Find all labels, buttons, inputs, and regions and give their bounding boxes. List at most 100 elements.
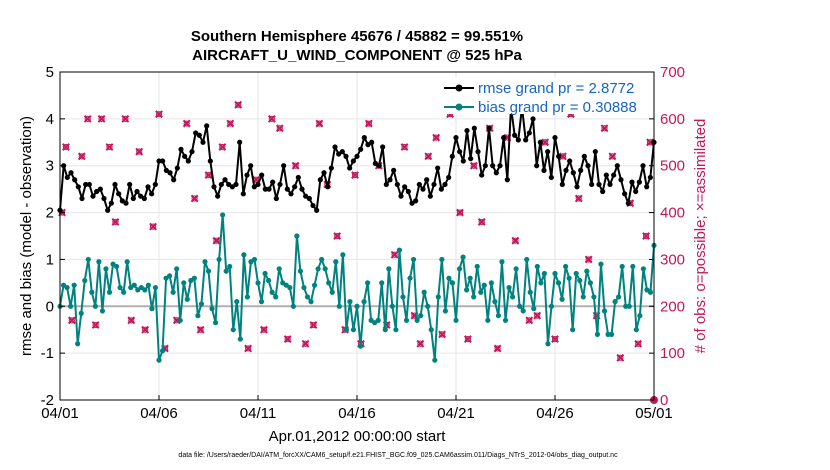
bias-point [347, 299, 353, 305]
legend-bias-marker [455, 103, 463, 111]
rmse-point [123, 200, 129, 206]
obs-assimilated-stroke [196, 325, 205, 334]
rmse-point [152, 181, 158, 188]
bias-point [287, 284, 293, 291]
obs-possible-marker [122, 115, 129, 122]
obs-assimilated-marker [646, 138, 654, 147]
bias-point [216, 256, 222, 263]
bias-point [177, 317, 183, 323]
obs-assimilated-marker [212, 236, 221, 245]
bias-point [326, 280, 332, 286]
obs-assimilated-marker [584, 255, 593, 264]
rmse-point [273, 195, 279, 202]
obs-assimilated-stroke [438, 330, 447, 339]
rmse-point [471, 125, 477, 131]
rmse-point [325, 184, 331, 190]
rmse-point [585, 163, 591, 169]
bias-point [103, 266, 109, 272]
bias-point [212, 320, 219, 326]
obs-assimilated-marker [105, 143, 114, 151]
bias-point [460, 254, 466, 260]
obs-assimilated-stroke [559, 152, 567, 161]
obs-assimilated-marker [190, 194, 199, 203]
rmse-point [504, 177, 510, 183]
rmse-point [592, 149, 598, 155]
rmse-point [259, 172, 265, 178]
obs-assimilated-stroke [600, 124, 609, 133]
rmse-point [618, 177, 624, 183]
obs-assimilated-stroke [260, 325, 268, 334]
obs-possible-marker [155, 111, 163, 118]
obs-possible-marker [128, 317, 135, 324]
obs-possible-marker [425, 153, 432, 160]
obs-possible-marker [391, 251, 398, 258]
rmse-point [468, 156, 474, 162]
legend: rmse grand pr = 2.8772 bias grand pr = 0… [440, 78, 650, 116]
obs-assimilated-marker [559, 152, 567, 161]
bias-point [552, 270, 558, 277]
obs-assimilated-marker [416, 339, 425, 348]
bias-point [513, 266, 519, 272]
rmse-point [501, 135, 507, 141]
bias-point [68, 303, 74, 309]
obs-assimilated-marker [533, 311, 542, 320]
obs-assimilated-marker [541, 138, 550, 147]
rmse-point [204, 123, 210, 129]
rmse-point [347, 165, 353, 171]
obs-assimilated-stroke [83, 114, 92, 123]
obs-assimilated-stroke [291, 161, 300, 170]
bias-point [262, 270, 268, 277]
data-file-footer: data file: /Users/raeder/DAI/ATM_forcXX/… [178, 452, 618, 459]
bias-point [255, 280, 261, 286]
rmse-point [383, 181, 389, 188]
bias-point [485, 317, 491, 323]
bias-point [626, 303, 632, 309]
obs-assimilated-stroke [574, 194, 583, 203]
bias-point [428, 327, 434, 333]
obs-assimilated-marker [390, 250, 399, 259]
obs-possible-marker [470, 162, 477, 169]
bias-point [343, 327, 349, 333]
bias-point [594, 331, 601, 337]
x-axis-label: Apr.01,2012 00:00:00 start [269, 428, 447, 445]
rmse-point [358, 146, 364, 152]
obs-assimilated-stroke [67, 316, 76, 325]
obs-possible-marker [260, 326, 268, 333]
obs-possible-marker [62, 143, 70, 151]
obs-assimilated-marker [291, 161, 300, 170]
bias-point [145, 282, 151, 288]
x-tick-label: 04/26 [536, 405, 574, 422]
rmse-point [640, 163, 646, 169]
obs-possible-marker [235, 101, 242, 108]
bias-point [410, 256, 417, 263]
bias-point [237, 336, 243, 342]
rmse-point [240, 191, 246, 197]
obs-assimilated-stroke [267, 114, 276, 123]
obs-assimilated-marker [364, 119, 373, 128]
x-tick-label: 04/06 [140, 405, 178, 422]
rmse-point [398, 193, 404, 199]
bias-point [184, 296, 190, 302]
obs-assimilated-stroke [155, 110, 163, 119]
obs-assimilated-stroke [275, 124, 284, 133]
y-right-tick-label: 400 [660, 205, 685, 222]
rmse-point [72, 177, 78, 183]
obs-assimilated-marker [260, 325, 268, 334]
bias-point [421, 289, 427, 295]
legend-bias-label: bias grand pr = 0.30888 [478, 99, 637, 116]
bias-point [534, 263, 540, 270]
bias-point [64, 284, 70, 291]
rmse-point [189, 149, 195, 155]
obs-assimilated-marker [182, 119, 191, 128]
obs-assimilated-marker [315, 119, 324, 128]
rmse-point [207, 158, 213, 164]
obs-assimilated-marker [432, 133, 441, 142]
rmse-point [361, 135, 367, 141]
rmse-point [79, 195, 85, 202]
obs-possible-marker [68, 317, 75, 324]
rmse-point [68, 170, 74, 176]
rmse-point [435, 165, 441, 171]
obs-assimilated-marker [400, 143, 409, 151]
obs-assimilated-marker [77, 152, 86, 161]
bias-point [311, 282, 318, 288]
